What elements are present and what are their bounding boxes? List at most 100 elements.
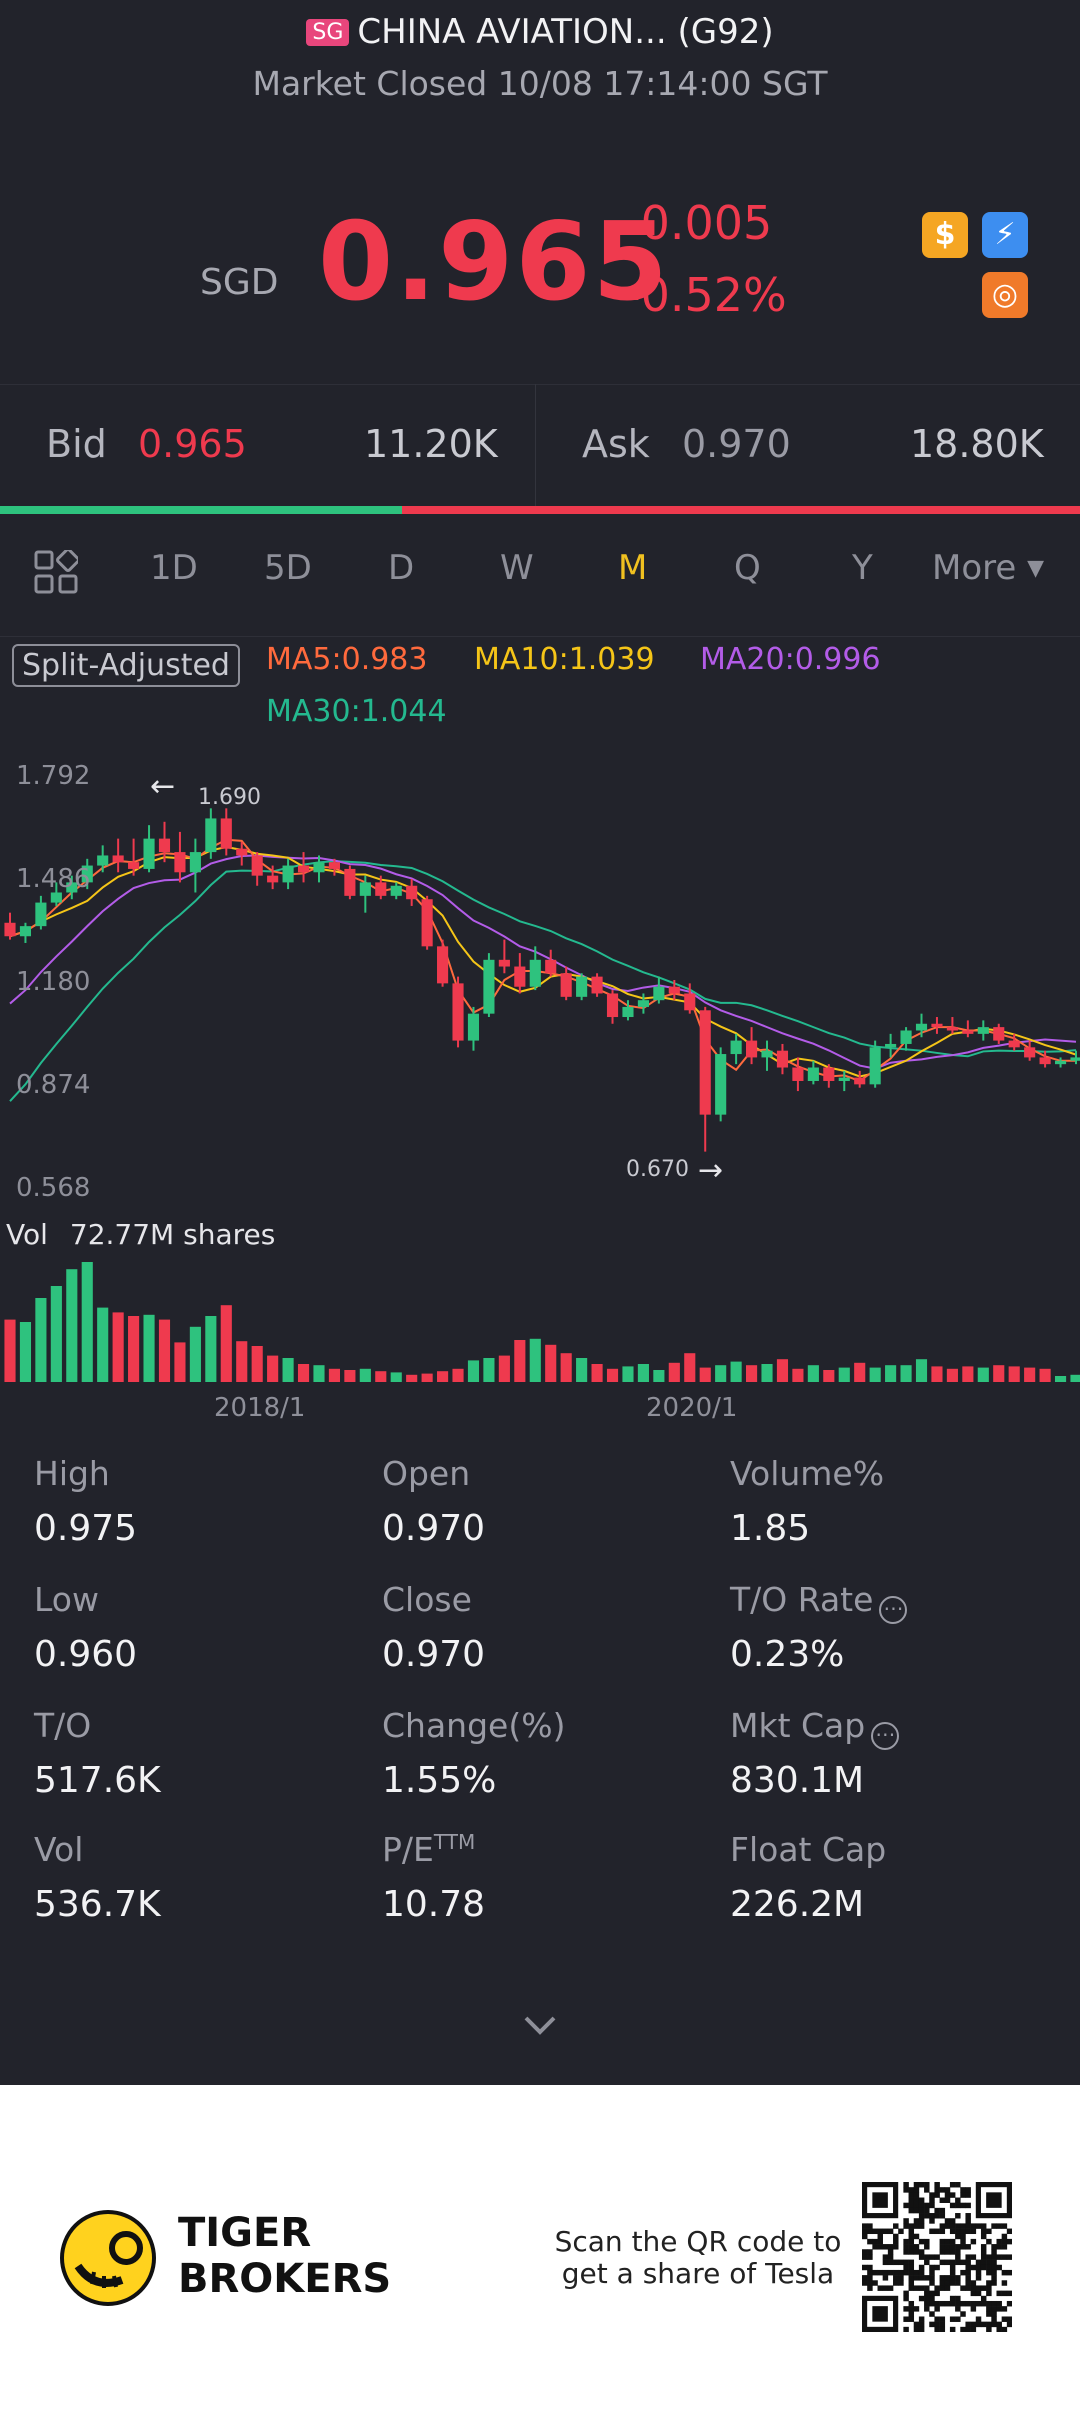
qr-module bbox=[944, 2275, 951, 2281]
price-chart[interactable]: 1.792 1.486 1.180 0.874 0.568 1.690 ← 0.670 → Vol… bbox=[0, 740, 1080, 1420]
info-icon[interactable]: ⋯ bbox=[879, 1596, 908, 1624]
candle-body bbox=[483, 959, 495, 1014]
candle-body bbox=[869, 1047, 881, 1085]
qr-module bbox=[965, 2218, 971, 2224]
qr-module bbox=[872, 2280, 878, 2286]
qr-module bbox=[918, 2285, 925, 2291]
market-status: Market Closed 10/08 17:14:00 SGT bbox=[252, 64, 828, 103]
low-marker-label: 0.670 bbox=[626, 1157, 689, 1182]
stat-label: Change(%) bbox=[382, 1706, 565, 1745]
qr-finder bbox=[986, 2192, 1002, 2208]
qr-module bbox=[934, 2182, 940, 2188]
qr-module bbox=[949, 2249, 956, 2255]
tab-q[interactable]: Q bbox=[734, 548, 761, 588]
qr-module bbox=[893, 2238, 899, 2245]
qr-module bbox=[991, 2300, 997, 2307]
qr-module bbox=[960, 2233, 966, 2240]
qr-module bbox=[882, 2269, 889, 2276]
qr-module bbox=[996, 2254, 1002, 2260]
info-icon[interactable]: ⋯ bbox=[871, 1722, 900, 1750]
qr-module bbox=[1001, 2316, 1008, 2322]
volume-bar bbox=[236, 1341, 248, 1382]
volume-bar bbox=[900, 1365, 912, 1382]
tab-w[interactable]: W bbox=[500, 548, 534, 588]
volume-bar bbox=[158, 1319, 171, 1382]
candle-body bbox=[297, 865, 310, 873]
volume-bar bbox=[189, 1326, 201, 1382]
brand-line-1: TIGER bbox=[178, 2210, 312, 2256]
qr-module bbox=[965, 2202, 971, 2209]
chart-switch-icon[interactable]: ◎ bbox=[982, 272, 1028, 318]
qr-module bbox=[955, 2259, 961, 2266]
qr-module bbox=[862, 2228, 868, 2235]
qr-module bbox=[1006, 2238, 1012, 2245]
volume-bar bbox=[1054, 1376, 1067, 1382]
flash-icon[interactable]: ⚡ bbox=[982, 212, 1028, 258]
tab-more[interactable]: More ▼ bbox=[932, 548, 1044, 588]
qr-module bbox=[970, 2254, 977, 2260]
qr-module bbox=[893, 2280, 899, 2286]
qr-module bbox=[960, 2202, 966, 2209]
qr-module bbox=[934, 2285, 940, 2291]
volume-bar bbox=[761, 1364, 773, 1382]
qr-module bbox=[955, 2228, 961, 2235]
qr-module bbox=[924, 2259, 930, 2266]
qr-module bbox=[955, 2213, 961, 2219]
stat-label: High bbox=[34, 1454, 110, 1493]
volume-bar bbox=[50, 1286, 62, 1382]
qr-module bbox=[991, 2275, 997, 2281]
volume-bar bbox=[483, 1358, 495, 1382]
volume-bar bbox=[715, 1365, 727, 1382]
qr-module bbox=[991, 2259, 997, 2266]
tab-m[interactable]: M bbox=[618, 548, 648, 588]
qr-module bbox=[929, 2192, 935, 2198]
stat-value: 830.1M bbox=[730, 1760, 865, 1801]
volume-label: Vol 72.77M shares bbox=[6, 1218, 275, 1251]
split-adjusted-toggle[interactable]: Split-Adjusted bbox=[12, 644, 240, 687]
qr-module bbox=[1006, 2269, 1012, 2276]
volume-bar bbox=[637, 1364, 649, 1382]
candle-body bbox=[128, 862, 140, 869]
qr-module bbox=[939, 2228, 946, 2235]
qr-module bbox=[908, 2233, 915, 2240]
qr-module bbox=[918, 2269, 925, 2276]
ma10-line bbox=[9, 846, 1077, 1078]
qr-module bbox=[898, 2269, 904, 2276]
qr-module bbox=[908, 2249, 915, 2255]
qr-module bbox=[924, 2300, 930, 2307]
qr-module bbox=[965, 2228, 971, 2235]
stat-label-text: Close bbox=[382, 1580, 472, 1619]
qr-module bbox=[918, 2321, 925, 2328]
qr-module bbox=[965, 2259, 971, 2266]
qr-finder bbox=[872, 2192, 888, 2208]
left-arrow-icon: ← bbox=[150, 769, 175, 804]
qr-module bbox=[970, 2285, 977, 2291]
stat-value: 0.970 bbox=[382, 1634, 486, 1675]
tab-1d[interactable]: 1D bbox=[150, 548, 198, 588]
tab-y[interactable]: Y bbox=[852, 548, 873, 588]
candle-body bbox=[1070, 1057, 1080, 1061]
price-change: -0.005 bbox=[624, 196, 773, 250]
volume-bar bbox=[529, 1338, 541, 1382]
qr-module bbox=[913, 2321, 920, 2328]
qr-module bbox=[877, 2238, 883, 2245]
tabs-divider bbox=[0, 636, 1080, 637]
qr-module bbox=[908, 2244, 915, 2250]
tab-d[interactable]: D bbox=[388, 548, 415, 588]
qr-module bbox=[903, 2264, 909, 2271]
volume-bar bbox=[885, 1365, 897, 1382]
tab-5d[interactable]: 5D bbox=[264, 548, 312, 588]
layout-grid-icon[interactable] bbox=[34, 548, 80, 594]
stock-title[interactable]: CHINA AVIATION... (G92) bbox=[357, 12, 774, 52]
candle-body bbox=[900, 1030, 912, 1044]
qr-module bbox=[903, 2316, 909, 2322]
qr-module bbox=[908, 2311, 915, 2317]
candle-body bbox=[606, 993, 619, 1018]
dollar-icon[interactable]: $ bbox=[922, 212, 968, 258]
qr-module bbox=[980, 2285, 987, 2291]
expand-chevron-icon[interactable] bbox=[522, 2010, 558, 2040]
qr-module bbox=[872, 2269, 878, 2276]
qr-module bbox=[862, 2254, 868, 2260]
qr-module bbox=[903, 2295, 909, 2302]
qr-module bbox=[965, 2285, 971, 2291]
